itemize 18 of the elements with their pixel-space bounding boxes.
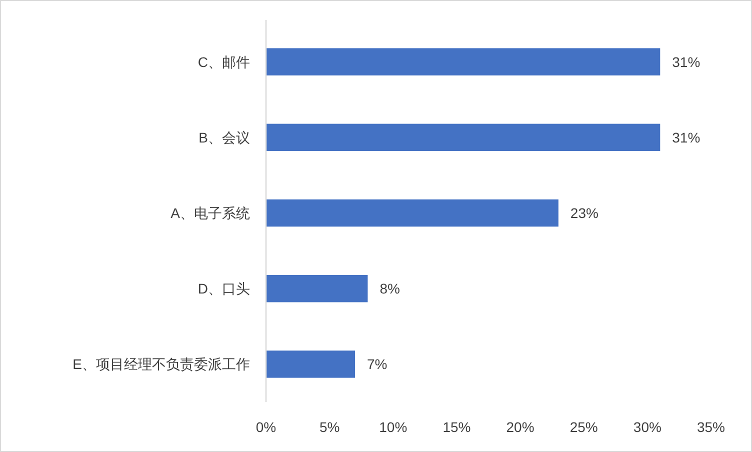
- y-tick-label: A、电子系统: [170, 205, 250, 221]
- x-tick-label: 25%: [570, 419, 598, 435]
- data-label: 7%: [367, 356, 388, 372]
- y-tick-label: D、口头: [198, 280, 250, 297]
- x-tick-label: 30%: [633, 419, 662, 435]
- data-label: 31%: [672, 129, 700, 146]
- x-tick-label: 15%: [442, 419, 471, 435]
- data-label: 31%: [672, 54, 700, 70]
- x-tick-label: 10%: [379, 419, 408, 435]
- x-tick-label: 5%: [319, 419, 340, 435]
- data-label: 23%: [570, 205, 598, 221]
- y-tick-label: E、项目经理不负责委派工作: [72, 356, 250, 372]
- y-tick-label: C、邮件: [198, 54, 250, 70]
- x-tick-label: 20%: [506, 419, 534, 435]
- x-tick-label: 0%: [256, 419, 276, 435]
- x-tick-label: 35%: [696, 419, 726, 435]
- data-label: 8%: [380, 280, 400, 297]
- y-tick-label: B、会议: [198, 129, 250, 146]
